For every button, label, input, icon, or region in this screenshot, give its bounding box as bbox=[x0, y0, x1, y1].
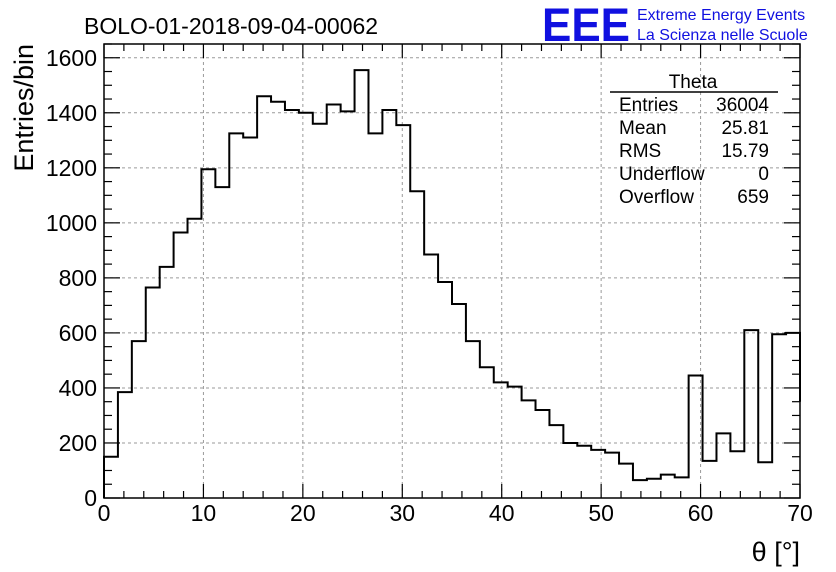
x-tick-label: 70 bbox=[787, 500, 813, 526]
stats-box: Theta Entries 36004 Mean 25.81 RMS 15.79 Under… bbox=[610, 72, 778, 208]
stats-row-value: 0 bbox=[758, 164, 769, 185]
stats-row-value: 659 bbox=[737, 187, 769, 208]
y-tick-label: 0 bbox=[84, 485, 97, 511]
axis-ticks bbox=[103, 43, 801, 499]
x-tick-label: 0 bbox=[98, 500, 111, 526]
x-tick-label: 40 bbox=[489, 500, 515, 526]
stats-row-value: 15.79 bbox=[721, 141, 769, 162]
y-tick-label: 600 bbox=[59, 320, 97, 346]
chart-title: BOLO-01-2018-09-04-00062 bbox=[84, 13, 378, 39]
stats-row-label: Overflow bbox=[619, 187, 694, 208]
stats-title: Theta bbox=[669, 72, 718, 93]
stats-row-label: RMS bbox=[619, 141, 661, 162]
eee-logo-line1: Extreme Energy Events bbox=[637, 7, 805, 24]
stats-row-value: 25.81 bbox=[721, 118, 769, 139]
x-axis-label: θ [°] bbox=[752, 537, 800, 567]
eee-logo-mark: EEE bbox=[542, 0, 630, 51]
y-axis-label: Entries/bin bbox=[9, 44, 39, 172]
eee-logo: EEE Extreme Energy Events La Scienza nel… bbox=[542, 0, 808, 51]
x-tick-label: 60 bbox=[688, 500, 714, 526]
eee-logo-line2: La Scienza nelle Scuole bbox=[637, 27, 808, 44]
tick-labels: 0 10 20 30 40 50 60 70 0 200 400 600 800 1000 1200 1400… bbox=[46, 45, 813, 526]
x-tick-label: 50 bbox=[588, 500, 614, 526]
x-tick-label: 10 bbox=[191, 500, 217, 526]
stats-row-label: Mean bbox=[619, 118, 667, 139]
y-tick-label: 1000 bbox=[46, 210, 97, 236]
y-tick-label: 800 bbox=[59, 265, 97, 291]
x-tick-label: 30 bbox=[389, 500, 415, 526]
y-tick-label: 1400 bbox=[46, 100, 97, 126]
y-tick-label: 400 bbox=[59, 375, 97, 401]
grid-lines bbox=[104, 44, 800, 498]
y-tick-label: 1600 bbox=[46, 45, 97, 71]
y-tick-label: 200 bbox=[59, 430, 97, 456]
histogram-outline bbox=[103, 69, 801, 498]
x-tick-label: 20 bbox=[290, 500, 316, 526]
stats-row-value: 36004 bbox=[716, 95, 769, 116]
stats-row-label: Entries bbox=[619, 95, 678, 116]
plot-frame bbox=[103, 43, 801, 499]
y-tick-label: 1200 bbox=[46, 155, 97, 181]
stats-row-label: Underflow bbox=[619, 164, 705, 185]
